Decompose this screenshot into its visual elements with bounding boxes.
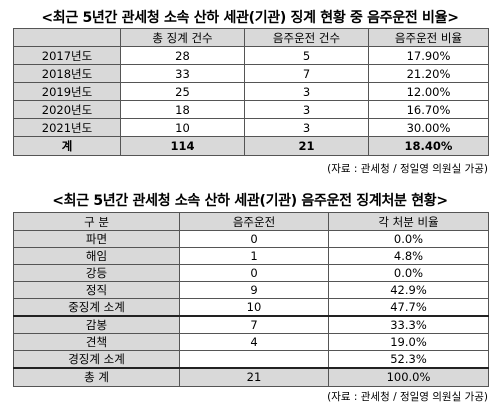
total-row: 총 계 21 100.0% bbox=[13, 367, 489, 387]
column-header: 총 징계 건수 bbox=[120, 28, 245, 47]
table-cell: 52.3% bbox=[328, 350, 489, 369]
total-row: 계 114 21 18.40% bbox=[13, 136, 489, 156]
table-cell: 33.3% bbox=[328, 315, 489, 334]
column-header: 음주운전 건수 bbox=[244, 28, 369, 47]
table-cell: 21.20% bbox=[368, 64, 489, 83]
table-cell: 0 bbox=[179, 230, 329, 248]
table2-source: (자료 : 관세청 / 정일영 의원실 가공) bbox=[327, 391, 488, 403]
table-cell: 12.00% bbox=[368, 82, 489, 101]
table-cell: 100.0% bbox=[328, 367, 489, 387]
table-cell: 18 bbox=[120, 100, 245, 119]
table-cell: 7 bbox=[244, 64, 369, 83]
table-row: 감봉 7 33.3% bbox=[13, 315, 489, 334]
table-row: 해임 1 4.8% bbox=[13, 247, 489, 265]
table-cell: 4 bbox=[179, 333, 329, 351]
table-cell: 21 bbox=[179, 367, 329, 387]
table-cell: 4.8% bbox=[328, 247, 489, 265]
table1-source: (자료 : 관세청 / 정일영 의원실 가공) bbox=[327, 163, 488, 175]
table-row: 2020년도 18 3 16.70% bbox=[13, 100, 489, 119]
table-cell: 9 bbox=[179, 281, 329, 299]
table-cell: 0.0% bbox=[328, 230, 489, 248]
table-cell: 7 bbox=[179, 315, 329, 334]
table-cell: 17.90% bbox=[368, 46, 489, 65]
table-cell: 19.0% bbox=[328, 333, 489, 351]
table-cell: 114 bbox=[120, 136, 245, 156]
table-cell: 2020년도 bbox=[13, 100, 121, 119]
subtotal-row: 경징계 소계 52.3% bbox=[13, 350, 489, 369]
table-cell: 2018년도 bbox=[13, 64, 121, 83]
table-cell: 견책 bbox=[13, 333, 180, 351]
table-cell: 30.00% bbox=[368, 118, 489, 137]
column-header: 음주운전 bbox=[179, 212, 329, 231]
table-cell: 18.40% bbox=[368, 136, 489, 156]
table-cell: 강등 bbox=[13, 264, 180, 282]
table-row: 2019년도 25 3 12.00% bbox=[13, 82, 489, 101]
table-cell: 0.0% bbox=[328, 264, 489, 282]
column-header: 구 분 bbox=[13, 212, 180, 231]
table-cell: 3 bbox=[244, 118, 369, 137]
table-cell: 경징계 소계 bbox=[13, 350, 180, 369]
table-cell: 해임 bbox=[13, 247, 180, 265]
table-cell: 28 bbox=[120, 46, 245, 65]
column-header: 음주운전 비율 bbox=[368, 28, 489, 47]
table-cell: 10 bbox=[120, 118, 245, 137]
table-row: 파면 0 0.0% bbox=[13, 230, 489, 248]
table-cell: 중징계 소계 bbox=[13, 298, 180, 317]
table1-title: <최근 5년간 관세청 소속 산하 세관(기관) 징계 현황 중 음주운전 비율… bbox=[41, 10, 459, 26]
table-cell: 1 bbox=[179, 247, 329, 265]
table-cell: 16.70% bbox=[368, 100, 489, 119]
dui-disciplinary-table: 구 분 음주운전 각 처분 비율 파면 0 0.0% 해임 1 4.8% 강등 0 0.0% 정직 9 42… bbox=[13, 212, 489, 387]
table-cell: 25 bbox=[120, 82, 245, 101]
table-row: 2018년도 33 7 21.20% bbox=[13, 64, 489, 83]
table-cell: 10 bbox=[179, 298, 329, 317]
table-cell: 2017년도 bbox=[13, 46, 121, 65]
table-cell: 42.9% bbox=[328, 281, 489, 299]
table-cell: 3 bbox=[244, 100, 369, 119]
table-cell: 정직 bbox=[13, 281, 180, 299]
table-row: 견책 4 19.0% bbox=[13, 333, 489, 351]
table-cell: 5 bbox=[244, 46, 369, 65]
header-row: 총 징계 건수 음주운전 건수 음주운전 비율 bbox=[13, 28, 489, 47]
table-cell bbox=[179, 350, 329, 369]
table-row: 강등 0 0.0% bbox=[13, 264, 489, 282]
table-cell: 감봉 bbox=[13, 315, 180, 334]
table-cell: 21 bbox=[244, 136, 369, 156]
table-cell: 총 계 bbox=[13, 367, 180, 387]
table-cell: 2019년도 bbox=[13, 82, 121, 101]
table-cell: 33 bbox=[120, 64, 245, 83]
table-cell: 계 bbox=[13, 136, 121, 156]
subtotal-row: 중징계 소계 10 47.7% bbox=[13, 298, 489, 317]
column-header: 각 처분 비율 bbox=[328, 212, 489, 231]
table-cell: 2021년도 bbox=[13, 118, 121, 137]
table2-title: <최근 5년간 관세청 소속 산하 세관(기관) 음주운전 징계처분 현황> bbox=[52, 193, 448, 209]
header-row: 구 분 음주운전 각 처분 비율 bbox=[13, 212, 489, 231]
table-cell: 0 bbox=[179, 264, 329, 282]
table-row: 2021년도 10 3 30.00% bbox=[13, 118, 489, 137]
table-cell: 파면 bbox=[13, 230, 180, 248]
dui-ratio-table: 총 징계 건수 음주운전 건수 음주운전 비율 2017년도 28 5 17.90% 2018… bbox=[13, 28, 489, 156]
table-cell: 3 bbox=[244, 82, 369, 101]
table-row: 정직 9 42.9% bbox=[13, 281, 489, 299]
table-row: 2017년도 28 5 17.90% bbox=[13, 46, 489, 65]
table-cell: 47.7% bbox=[328, 298, 489, 317]
column-header bbox=[13, 28, 121, 47]
